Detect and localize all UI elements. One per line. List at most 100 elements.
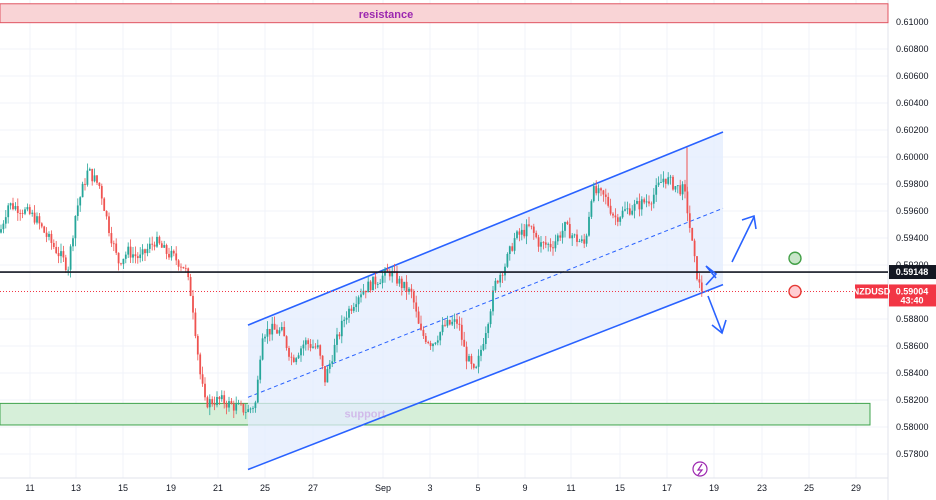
candle [52, 239, 55, 250]
candle-body [528, 224, 530, 226]
y-tick-label: 0.59800 [896, 179, 929, 189]
candle [256, 375, 259, 404]
candle-body [571, 235, 574, 239]
candle [645, 194, 648, 208]
candle-body [612, 213, 614, 216]
symbol-tag: NZDUSD [853, 284, 891, 299]
candle [74, 215, 77, 247]
candle [494, 277, 497, 293]
candle-body [175, 253, 178, 261]
candle-body [307, 340, 310, 345]
candle [55, 240, 58, 255]
x-tick-label: 27 [308, 483, 318, 493]
candle-body [667, 177, 670, 184]
candle-body [333, 344, 336, 362]
candle-body [144, 249, 146, 254]
candle-body [410, 288, 413, 292]
lightning-icon[interactable] [692, 461, 708, 477]
candle [230, 397, 233, 405]
candle-body [604, 194, 607, 197]
candle [525, 219, 528, 245]
candle-body [2, 223, 5, 230]
x-tick-label: 15 [118, 483, 128, 493]
candle-body [0, 229, 2, 233]
candle [156, 231, 158, 248]
candle-body [52, 242, 55, 247]
candle [271, 316, 274, 341]
candle [134, 246, 137, 264]
candle-body [184, 268, 187, 270]
y-tick-label: 0.58800 [896, 314, 929, 324]
x-tick-label: 5 [475, 483, 480, 493]
candle-body [129, 246, 132, 258]
candle-body [660, 182, 662, 183]
candle [549, 238, 552, 252]
candle-body [326, 368, 329, 383]
candle-body [211, 399, 214, 405]
bearish-target-marker [788, 284, 802, 299]
candle [475, 365, 478, 369]
candle-body [408, 288, 410, 292]
candle [103, 197, 106, 211]
candle-body [420, 323, 422, 330]
candle-body [261, 338, 264, 360]
candle [360, 288, 362, 303]
candle-body [396, 271, 398, 284]
candle [513, 232, 516, 255]
candle [268, 328, 271, 342]
candle-body [638, 200, 641, 210]
candle [117, 252, 120, 271]
candle [391, 266, 394, 283]
candle-body [597, 188, 600, 194]
candle-body [182, 266, 185, 269]
candle-body [374, 276, 377, 285]
candle-body [688, 213, 691, 228]
candle-body [628, 208, 631, 215]
y-tick-label: 0.59200 [896, 260, 929, 270]
candle-body [600, 188, 602, 191]
candle [273, 316, 276, 330]
candle-body [470, 356, 473, 364]
candle-body [436, 340, 439, 343]
candle-body [156, 236, 158, 247]
candle-body [540, 242, 542, 247]
candle [609, 198, 612, 216]
candle [640, 196, 643, 216]
candle-body [285, 336, 288, 349]
candle [451, 316, 454, 327]
candle-body [216, 397, 218, 406]
price-axis[interactable]: 0.61000 0.60800 0.60600 0.60400 0.60200 0.600… [896, 17, 929, 459]
candle [499, 272, 502, 288]
candle-body [132, 254, 134, 258]
candle [422, 326, 425, 339]
time-axis[interactable]: 11 13 15 19 21 25 27 Sep 3 5 9 11 15 17 19 23 25 29 [25, 483, 861, 493]
candle-body [674, 186, 677, 190]
candle-body [513, 238, 516, 251]
candle [446, 315, 449, 328]
candle-body [559, 235, 562, 238]
candle [434, 342, 437, 346]
candle-body [103, 198, 106, 211]
candle-body [240, 403, 242, 405]
candle-body [532, 226, 535, 233]
candle [547, 242, 550, 252]
candle-body [254, 402, 257, 409]
candle-body [199, 354, 202, 375]
y-tick-label: 0.60000 [896, 152, 929, 162]
candle [511, 242, 514, 252]
candle-body [16, 206, 19, 214]
candle [489, 308, 492, 328]
candle-body [189, 277, 192, 296]
candle-body [324, 365, 326, 383]
candle-body [67, 269, 70, 271]
candle [427, 340, 430, 345]
candle [657, 176, 660, 187]
candle [316, 339, 319, 350]
candle [38, 212, 41, 230]
y-tick-label: 0.60600 [896, 71, 929, 81]
candle-body [684, 184, 686, 192]
candle [328, 359, 331, 374]
candle-body [153, 244, 156, 247]
candle [376, 282, 379, 289]
